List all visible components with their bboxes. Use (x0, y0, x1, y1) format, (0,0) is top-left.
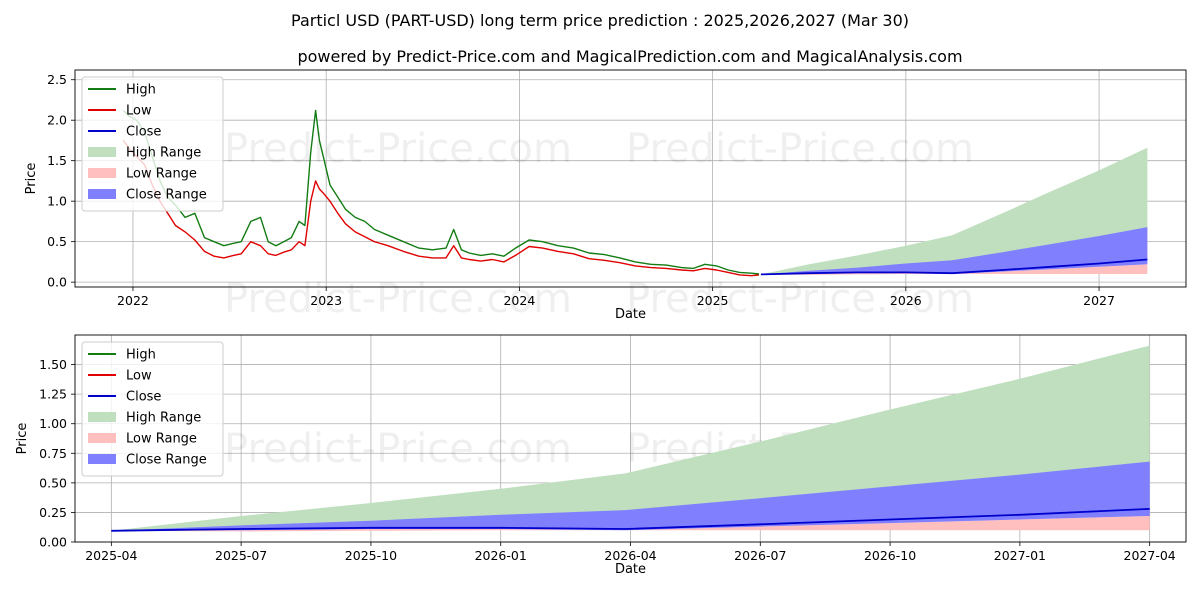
legend-label-high-range: High Range (126, 146, 201, 161)
legend: High Low Close High Range Low Range Close Ran… (81, 341, 224, 477)
close-range-band (760, 227, 1148, 275)
legend-swatch-high-range (88, 412, 116, 422)
y-tick-label: 1.00 (39, 416, 67, 431)
top-chart-panel: 2022 2023 2024 2025 2026 2027 0.0 0.5 1.0 1.5 2.0 2… (24, 69, 1187, 322)
close-forecast-line (760, 258, 1148, 276)
legend-label-low: Low (126, 369, 152, 384)
chart-title: Particl USD (PART-USD) long term price p… (291, 11, 909, 30)
x-tick-label: 2025 (697, 293, 729, 308)
legend-swatch-close-range (88, 454, 116, 464)
x-tick-label: 2025-07 (215, 548, 267, 563)
x-tick-label: 2025-10 (345, 548, 397, 563)
y-tick-label: 2.0 (47, 113, 67, 128)
x-tick-label: 2026-07 (734, 548, 786, 563)
x-tick-label: 2022 (117, 293, 149, 308)
y-tick-label: 0.00 (39, 535, 67, 550)
low-range-band (760, 264, 1148, 275)
close-forecast-line (111, 508, 1150, 532)
high-range-band (760, 147, 1148, 275)
legend-swatch-high-range (88, 147, 116, 157)
high-range-band (111, 345, 1150, 531)
y-axis-label: Price (15, 423, 30, 455)
legend-swatch-close-range (88, 189, 116, 199)
x-axis-label: Date (615, 562, 646, 577)
y-tick-label: 2.5 (47, 72, 67, 87)
bottom-chart-panel: 2025-04 2025-07 2025-10 2026-01 2026-04 2026-… (15, 334, 1187, 577)
legend-label-low-range: Low Range (126, 432, 197, 447)
low-range-band (111, 516, 1150, 532)
y-tick-label: 1.5 (47, 153, 67, 168)
y-tick-label: 0.25 (39, 505, 67, 520)
legend-label-close-range: Close Range (126, 188, 207, 203)
legend-label-high-range: High Range (126, 411, 201, 426)
y-axis-label: Price (24, 163, 39, 195)
x-tick-label: 2026-04 (604, 548, 656, 563)
chart-subtitle: powered by Predict-Price.com and Magical… (297, 47, 962, 66)
high-price-line (122, 109, 760, 275)
legend-label-close: Close (126, 390, 161, 405)
legend-label-high: High (126, 83, 156, 98)
x-tick-label: 2026-01 (475, 548, 527, 563)
x-tick-label: 2026 (890, 293, 922, 308)
x-tick-label: 2025-04 (85, 548, 137, 563)
y-tick-label: 0.5 (47, 234, 67, 249)
x-tick-label: 2027-01 (994, 548, 1046, 563)
y-tick-label: 0.0 (47, 275, 67, 290)
legend-box (81, 76, 224, 212)
legend-swatch-low-range (88, 433, 116, 443)
x-axis-label: Date (615, 307, 646, 322)
y-tick-label: 0.75 (39, 446, 67, 461)
legend-label-low-range: Low Range (126, 167, 197, 182)
legend-swatch-low-range (88, 168, 116, 178)
low-price-line (122, 139, 760, 277)
close-range-band (111, 461, 1150, 531)
x-tick-label: 2027-04 (1124, 548, 1176, 563)
watermark-text: Predict-Price.com (224, 276, 572, 322)
y-tick-label: 1.0 (47, 194, 67, 209)
legend-label-low: Low (126, 104, 152, 119)
x-tick-label: 2027 (1083, 293, 1115, 308)
y-tick-label: 1.25 (39, 387, 67, 402)
legend-label-close: Close (126, 125, 161, 140)
x-tick-label: 2023 (310, 293, 342, 308)
x-tick-label: 2024 (503, 293, 535, 308)
y-tick-label: 1.50 (39, 357, 67, 372)
watermark-text: Predict-Price.com (626, 126, 974, 172)
legend-box (81, 341, 224, 477)
legend-label-high: High (126, 348, 156, 363)
watermark-text: Predict-Price.com (626, 276, 974, 322)
x-tick-label: 2026-10 (864, 548, 916, 563)
plot-frame (74, 334, 1187, 543)
watermark-text: Predict-Price.com (224, 126, 572, 172)
legend-label-close-range: Close Range (126, 453, 207, 468)
y-tick-label: 0.50 (39, 475, 67, 490)
plot-frame (74, 69, 1187, 288)
legend: High Low Close High Range Low Range Close Ran… (81, 76, 224, 212)
watermark-text: Predict-Price.com (224, 426, 572, 472)
